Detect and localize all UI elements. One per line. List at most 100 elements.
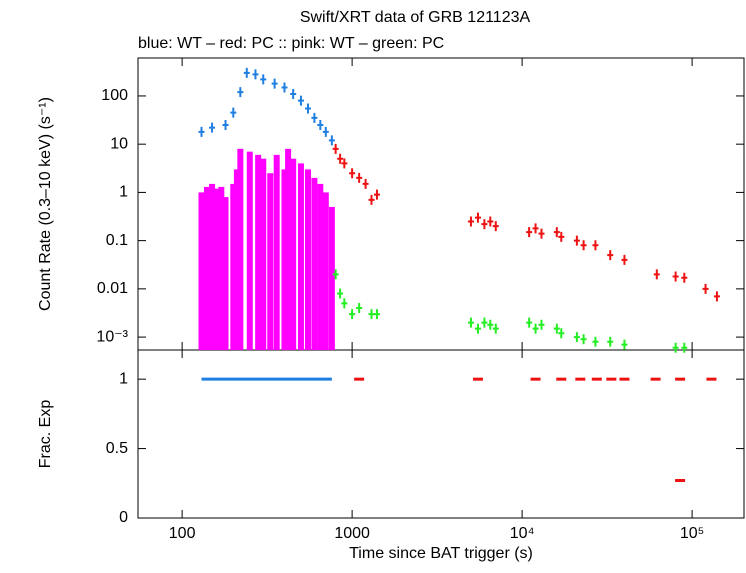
data-point (337, 288, 344, 299)
data-bar (246, 151, 253, 350)
data-point (558, 328, 565, 339)
data-point (681, 342, 688, 353)
data-point (467, 317, 474, 328)
data-point (653, 269, 660, 280)
data-point (260, 74, 267, 85)
y-tick-label: 0 (119, 509, 128, 526)
y-tick-label: 0.5 (106, 440, 128, 457)
data-point (198, 126, 205, 137)
data-bar (267, 173, 274, 350)
x-axis-label: Time since BAT trigger (s) (349, 545, 533, 562)
data-point (252, 69, 259, 80)
data-point (713, 291, 720, 302)
data-bar (237, 148, 244, 350)
data-point (672, 342, 679, 353)
data-bar (209, 183, 216, 350)
y-tick-label: 10 (110, 135, 128, 152)
plot-frame (137, 349, 745, 519)
data-point (243, 67, 250, 78)
data-point (337, 153, 344, 164)
data-point (573, 235, 580, 246)
data-point (237, 87, 244, 98)
chart-title: Swift/XRT data of GRB 121123A (300, 9, 531, 26)
data-bar (281, 169, 288, 350)
data-point (281, 82, 288, 93)
data-point (487, 216, 494, 227)
data-point (311, 112, 318, 123)
data-point (230, 107, 237, 118)
data-point (356, 172, 363, 183)
x-tick-label: 1000 (334, 525, 370, 542)
data-point (322, 126, 329, 137)
data-point (368, 194, 375, 205)
y-tick-label: 0.01 (97, 280, 128, 297)
data-bar (213, 188, 220, 350)
data-point (492, 221, 499, 232)
data-point (621, 254, 628, 265)
data-bar (297, 163, 304, 350)
x-tick-label: 10⁴ (510, 525, 535, 542)
data-point (332, 143, 339, 154)
data-point (580, 240, 587, 251)
data-point (474, 212, 481, 223)
data-bar (222, 197, 229, 350)
y-axis-label: Count Rate (0.3–10 keV) (s⁻¹) (37, 97, 54, 311)
data-point (553, 227, 560, 238)
data-point (373, 189, 380, 200)
x-tick-label: 10⁵ (680, 525, 704, 542)
y-tick-label: 1 (119, 370, 128, 387)
data-point (607, 336, 614, 347)
data-bar (233, 169, 240, 350)
data-point (573, 332, 580, 343)
data-bar (260, 158, 267, 350)
data-point (368, 309, 375, 320)
data-point (328, 135, 335, 146)
data-bar (198, 192, 205, 350)
data-bar (304, 169, 311, 350)
data-bar (328, 206, 335, 350)
data-point (297, 95, 304, 106)
data-point (467, 216, 474, 227)
data-bar (322, 192, 329, 350)
data-point (362, 178, 369, 189)
data-point (532, 223, 539, 234)
x-tick-label: 100 (169, 525, 196, 542)
data-point (580, 334, 587, 345)
data-point (526, 317, 533, 328)
data-point (681, 272, 688, 283)
data-bar (311, 177, 318, 350)
data-point (702, 283, 709, 294)
data-bar (230, 183, 237, 350)
data-point (373, 309, 380, 320)
data-bar (290, 158, 297, 350)
data-point (290, 88, 297, 99)
data-bar (218, 186, 225, 350)
data-point (487, 319, 494, 330)
data-point (538, 228, 545, 239)
data-point (592, 240, 599, 251)
data-point (271, 78, 278, 89)
y-tick-label: 1 (119, 184, 128, 201)
data-point (481, 317, 488, 328)
data-point (526, 227, 533, 238)
data-bar (285, 148, 292, 350)
data-bar (317, 183, 324, 350)
data-point (304, 103, 311, 114)
data-point (209, 122, 216, 133)
data-point (222, 119, 229, 130)
data-bar (203, 186, 210, 350)
y-tick-label: 10⁻³ (96, 328, 128, 345)
data-point (474, 323, 481, 334)
data-point (538, 319, 545, 330)
data-point (317, 119, 324, 130)
data-point (532, 323, 539, 334)
data-point (607, 250, 614, 261)
data-bar (273, 154, 280, 350)
data-point (592, 336, 599, 347)
data-point (481, 219, 488, 230)
data-point (332, 269, 339, 280)
data-point (492, 323, 499, 334)
data-point (349, 168, 356, 179)
chart-subtitle: blue: WT – red: PC :: pink: WT – green: … (138, 35, 444, 52)
